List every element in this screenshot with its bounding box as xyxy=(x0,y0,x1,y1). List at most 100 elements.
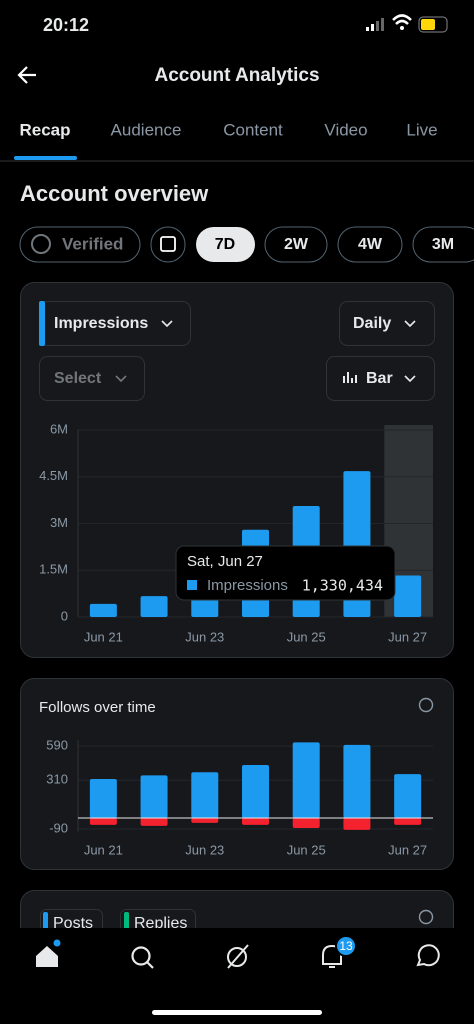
bar xyxy=(343,744,371,818)
wifi xyxy=(392,14,412,25)
filter-label: 3M xyxy=(432,236,454,253)
compare-dropdown[interactable] xyxy=(39,356,145,401)
home-indicator xyxy=(152,1010,322,1015)
bar xyxy=(343,817,371,830)
y-tick-label: -90 xyxy=(49,820,68,835)
filter-pill[interactable] xyxy=(337,226,403,263)
tab[interactable]: Content xyxy=(223,120,283,139)
info-icon[interactable] xyxy=(418,909,434,925)
x-tick-label: Jun 27 xyxy=(388,842,427,857)
bar xyxy=(191,817,219,823)
bar xyxy=(89,778,117,818)
tab[interactable]: Live xyxy=(406,120,437,139)
tab-indicator xyxy=(14,156,77,160)
battery xyxy=(418,16,448,33)
chevron xyxy=(404,375,416,383)
badge xyxy=(335,935,357,957)
y-tick-label: 1.5M xyxy=(39,562,68,577)
tab-bar xyxy=(0,928,474,1024)
back-button[interactable] xyxy=(17,66,36,84)
home-dot xyxy=(53,939,61,947)
filter-pill[interactable] xyxy=(19,226,141,263)
x-tick-label: Jun 21 xyxy=(84,842,123,857)
battery-level xyxy=(421,19,435,30)
bar xyxy=(292,817,320,828)
tooltip-swatch xyxy=(187,580,197,590)
chevron xyxy=(115,375,127,383)
page-title: Account Analytics xyxy=(154,65,319,86)
signal xyxy=(366,18,384,31)
metric-color xyxy=(39,301,45,346)
follows-chart: -90 310 590 Jun 21 Jun 23 Jun 25 Jun 27 xyxy=(46,738,433,857)
tooltip-series: Impressions xyxy=(207,577,288,594)
legend-color xyxy=(124,912,129,932)
filter-pill[interactable] xyxy=(264,226,328,263)
interval-label: Daily xyxy=(353,315,391,332)
style-dropdown[interactable] xyxy=(326,356,435,401)
x-tick-label: Jun 21 xyxy=(84,629,123,644)
filter-label: 7D xyxy=(215,236,235,253)
tooltip xyxy=(175,545,396,601)
messages-icon[interactable] xyxy=(416,944,440,967)
search-icon[interactable] xyxy=(131,946,151,966)
home-icon[interactable] xyxy=(36,946,58,967)
bar xyxy=(394,575,422,617)
filter-pill[interactable] xyxy=(412,226,474,263)
verified-icon xyxy=(31,234,51,254)
y-tick-label: 3M xyxy=(50,515,68,530)
bar xyxy=(394,817,422,825)
tab[interactable]: Video xyxy=(324,120,367,139)
x-tick-label: Jun 23 xyxy=(185,629,224,644)
legend-label: Replies xyxy=(134,915,187,932)
y-tick-label: 6M xyxy=(50,421,68,436)
y-tick-label: 0 xyxy=(61,608,68,623)
bar xyxy=(242,764,269,818)
tab[interactable]: Audience xyxy=(111,120,182,139)
filter-label: 2W xyxy=(284,236,309,253)
chart-title: Follows over time xyxy=(39,699,156,716)
bar xyxy=(394,774,422,818)
badge-count: 13 xyxy=(339,939,353,953)
bar xyxy=(191,772,219,818)
grok-icon[interactable] xyxy=(227,947,247,967)
tooltip-title: Sat, Jun 27 xyxy=(187,553,263,570)
y-tick-label: 590 xyxy=(46,738,68,753)
metric-label: Impressions xyxy=(54,315,148,332)
interval-dropdown[interactable] xyxy=(339,301,435,346)
bar-icon xyxy=(343,372,357,383)
tooltip-value: 1,330,434 xyxy=(302,577,383,595)
calendar-button[interactable] xyxy=(150,226,186,263)
section-title: Account overview xyxy=(20,181,209,206)
impressions-chart: 0 1.5M 3M 4.5M 6M Jun 21 Jun 23 Jun 25 Jun 27 Sat… xyxy=(39,421,433,644)
wifi-dot xyxy=(400,26,404,30)
grok-slash xyxy=(227,944,249,969)
y-tick-label: 310 xyxy=(46,772,68,787)
search-handle xyxy=(146,961,154,969)
bar xyxy=(140,817,168,826)
info-icon[interactable] xyxy=(418,697,434,713)
bar xyxy=(292,742,320,818)
legend-color xyxy=(43,912,48,932)
x-tick-label: Jun 25 xyxy=(287,629,326,644)
chevron xyxy=(161,320,173,328)
filter-label: 4W xyxy=(358,236,383,253)
filter-pill-selected[interactable] xyxy=(196,227,255,262)
bar xyxy=(89,603,117,617)
x-tick-label: Jun 27 xyxy=(388,629,427,644)
bar xyxy=(140,775,168,818)
calendar-icon xyxy=(160,236,176,252)
chevron xyxy=(404,320,416,328)
y-tick-label: 4.5M xyxy=(39,468,68,483)
filter-label: Verified xyxy=(62,234,123,253)
legend-label: Posts xyxy=(53,915,93,932)
compare-label: Select xyxy=(54,370,102,387)
bar xyxy=(89,817,117,825)
x-tick-label: Jun 23 xyxy=(185,842,224,857)
tab[interactable]: Recap xyxy=(19,120,70,139)
clock: 20:12 xyxy=(43,15,89,35)
bar xyxy=(140,596,168,617)
x-tick-label: Jun 25 xyxy=(287,842,326,857)
bar xyxy=(242,817,269,825)
